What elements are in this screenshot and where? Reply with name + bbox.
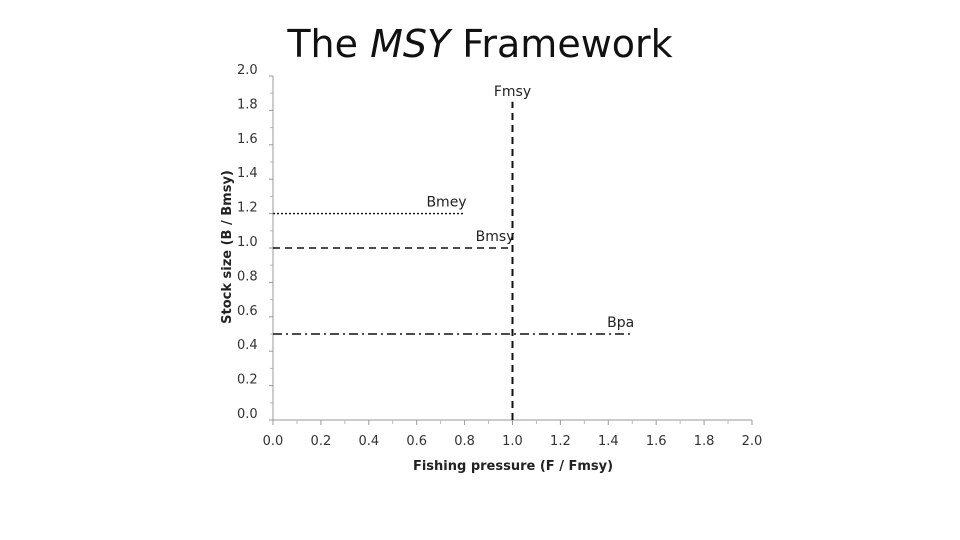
y-tick-label: 0.2	[237, 373, 258, 388]
x-tick-label: 0.2	[311, 434, 332, 449]
x-tick-label: 1.0	[502, 434, 523, 449]
title-italic: MSY	[370, 22, 451, 66]
x-tick-label: 0.6	[406, 434, 427, 449]
fmsy-label: Fmsy	[494, 84, 531, 100]
y-tick-label: 0.6	[237, 304, 258, 319]
x-axis-title: Fishing pressure (F / Fmsy)	[413, 459, 613, 474]
chart-axes: 0.0 0.2 0.4 0.6 0.8 1.0 1.2 1.4 1.6 1.8 2.0 0.0 0.2 0…	[237, 63, 762, 449]
bmey-label: Bmey	[426, 195, 466, 211]
y-tick-label: 0.0	[237, 407, 258, 422]
title-prefix: The	[287, 22, 371, 66]
title-suffix: Framework	[450, 22, 673, 66]
x-tick-label: 0.4	[358, 434, 379, 449]
slide-title: The MSY Framework	[0, 22, 960, 66]
x-tick-label: 2.0	[742, 434, 763, 449]
bmsy-label: Bmsy	[476, 229, 515, 245]
x-tick-label: 1.4	[598, 434, 619, 449]
x-tick-label: 0.8	[454, 434, 475, 449]
y-tick-label: 1.8	[237, 97, 258, 112]
y-tick-label: 0.8	[237, 269, 258, 284]
y-axis-title: Stock size (B / Bmsy)	[220, 170, 235, 324]
y-tick-label: 1.6	[237, 132, 258, 147]
bpa-label: Bpa	[607, 315, 634, 331]
x-tick-label: 1.6	[646, 434, 667, 449]
y-tick-label: 1.2	[237, 201, 258, 216]
x-tick-label: 1.8	[694, 434, 715, 449]
x-tick-label: 1.2	[550, 434, 571, 449]
y-tick-label: 1.4	[237, 166, 258, 181]
x-tick-label: 0.0	[263, 434, 284, 449]
reference-lines: Fmsy Bmey Bmsy Bpa	[273, 84, 634, 420]
y-tick-label: 1.0	[237, 235, 258, 250]
y-tick-label: 0.4	[237, 338, 258, 353]
y-tick-label: 2.0	[237, 63, 258, 78]
